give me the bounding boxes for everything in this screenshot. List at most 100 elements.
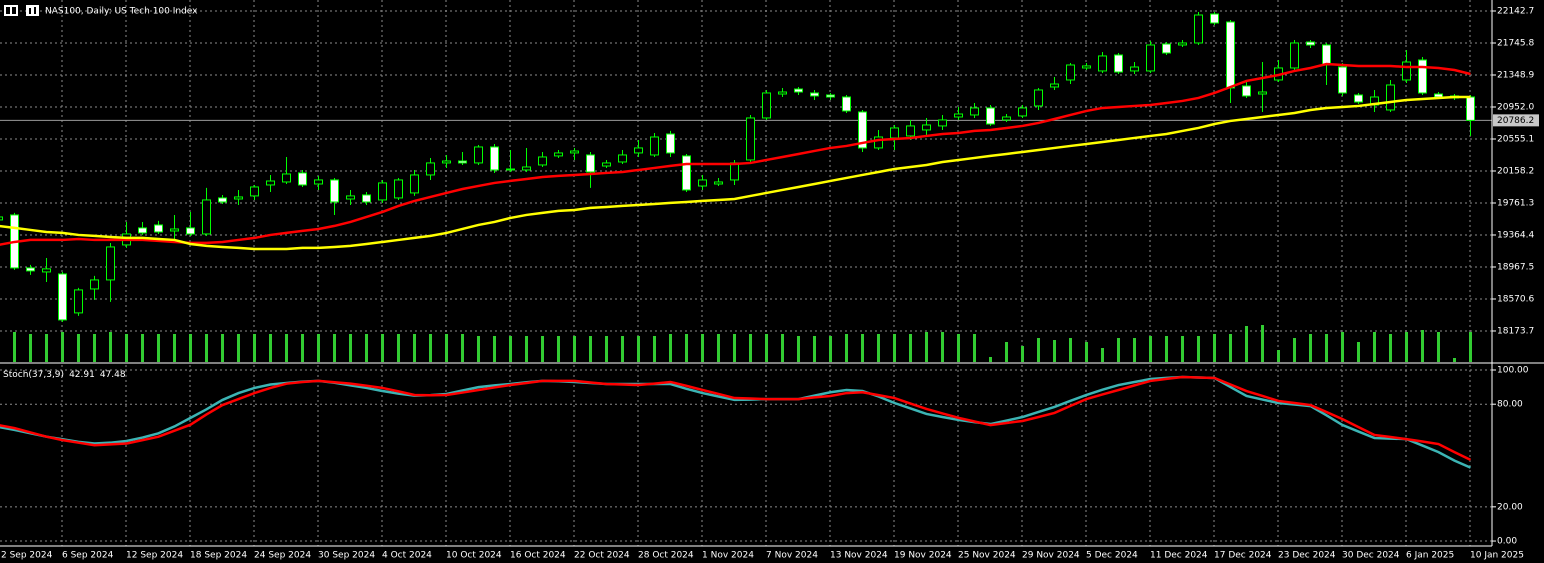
- volume-bar: [877, 334, 880, 362]
- candle-body: [378, 182, 387, 201]
- candle-body: [1194, 14, 1203, 44]
- volume-bar: [1421, 330, 1424, 362]
- volume-bar: [77, 334, 80, 362]
- candle-body: [1290, 42, 1299, 69]
- volume-bar: [269, 334, 272, 362]
- candle-body: [1306, 41, 1315, 46]
- candle-body: [538, 156, 547, 166]
- candle-body: [1178, 42, 1187, 46]
- toolbar-icons: [4, 5, 39, 16]
- chart-title: NAS100, Daily: US Tech 100 Index: [45, 7, 198, 17]
- volume-bar: [893, 334, 896, 362]
- candle-body: [74, 289, 83, 314]
- volume-bar: [13, 332, 16, 362]
- volume-bar: [509, 336, 512, 362]
- indicator-title: Stoch(37,3,9): [3, 370, 64, 380]
- candle-body: [570, 150, 579, 154]
- indicator-value: 47.48: [100, 370, 126, 380]
- candle-body: [234, 196, 243, 200]
- x-tick-label: 29 Nov 2024: [1022, 551, 1080, 561]
- candle-body: [426, 162, 435, 176]
- candle-body: [250, 186, 259, 197]
- candle-body: [1322, 44, 1331, 66]
- volume-bar: [1453, 358, 1456, 362]
- volume-bar: [941, 332, 944, 362]
- y-tick-label: 20158.2: [1497, 166, 1534, 176]
- x-tick-label: 2 Sep 2024: [1, 551, 53, 561]
- y-tick-label: 20555.1: [1497, 134, 1534, 144]
- volume-bar: [1181, 336, 1184, 362]
- volume-bar: [813, 336, 816, 362]
- candle-body: [618, 154, 627, 163]
- candle-body: [490, 146, 499, 171]
- x-tick-label: 1 Nov 2024: [702, 551, 754, 561]
- candle-body: [26, 267, 35, 272]
- volume-bar: [205, 334, 208, 362]
- volume-bar: [1405, 332, 1408, 362]
- volume-bar: [1197, 336, 1200, 362]
- candle-body: [730, 162, 739, 181]
- candle-body: [314, 179, 323, 185]
- volume-bar: [797, 336, 800, 362]
- candle-body: [1162, 43, 1171, 54]
- candle-body: [1354, 94, 1363, 103]
- volume-bar: [653, 336, 656, 362]
- volume-bar: [285, 334, 288, 362]
- candle-body: [746, 117, 755, 161]
- volume-bar: [1101, 348, 1104, 362]
- candle-body: [1050, 83, 1059, 88]
- candle-body: [1386, 84, 1395, 111]
- candle-body: [106, 246, 115, 281]
- y-tick-label: 21745.8: [1497, 38, 1534, 48]
- y-tick-label: 20.00: [1497, 502, 1523, 512]
- volume-bar: [605, 336, 608, 362]
- candle-body: [970, 107, 979, 116]
- candle-body: [42, 268, 51, 273]
- moving-average: [0, 95, 1471, 251]
- volume-bar: [141, 334, 144, 362]
- candle-body: [362, 194, 371, 203]
- volume-bar: [29, 334, 32, 362]
- candle-body: [474, 146, 483, 164]
- volume-bar: [477, 336, 480, 362]
- icon: [29, 8, 31, 14]
- candle-body: [1098, 55, 1107, 72]
- indicator-legend: Stoch(37,3,9) 42.91 47.48: [3, 370, 126, 380]
- candle-body: [1258, 91, 1267, 95]
- x-tick-label: 22 Oct 2024: [574, 551, 630, 561]
- candle-body: [1226, 21, 1235, 89]
- icon: [26, 5, 39, 16]
- candle-body: [442, 160, 451, 164]
- volume-bar: [573, 336, 576, 362]
- y-tick-label: 21348.9: [1497, 70, 1534, 80]
- candle-body: [458, 160, 467, 164]
- volume-bar: [1229, 334, 1232, 362]
- candle-body: [138, 227, 147, 234]
- candle-body: [794, 88, 803, 93]
- candle-body: [282, 173, 291, 183]
- volume-bar: [1069, 338, 1072, 362]
- x-tick-label: 11 Dec 2024: [1150, 551, 1208, 561]
- x-tick-label: 24 Sep 2024: [254, 551, 311, 561]
- candle-body: [922, 124, 931, 131]
- volume-bar: [109, 332, 112, 362]
- volume-bar: [717, 334, 720, 362]
- candle-body: [826, 94, 835, 98]
- candle-body: [698, 179, 707, 187]
- y-tick-label: 19364.4: [1497, 230, 1534, 240]
- volume-bar: [1005, 342, 1008, 362]
- x-tick-label: 23 Dec 2024: [1278, 551, 1336, 561]
- volume-bar: [45, 334, 48, 362]
- indicator-line: [0, 375, 1472, 469]
- volume-bar: [493, 336, 496, 362]
- volume-bar: [413, 334, 416, 362]
- candle-body: [1002, 116, 1011, 121]
- y-tick-label: 18570.6: [1497, 294, 1534, 304]
- volume-bar: [1325, 334, 1328, 362]
- volume-bar: [749, 334, 752, 362]
- volume-bar: [1053, 340, 1056, 362]
- moving-average: [0, 62, 1471, 246]
- candle-body: [986, 107, 995, 125]
- x-tick-label: 6 Sep 2024: [62, 551, 114, 561]
